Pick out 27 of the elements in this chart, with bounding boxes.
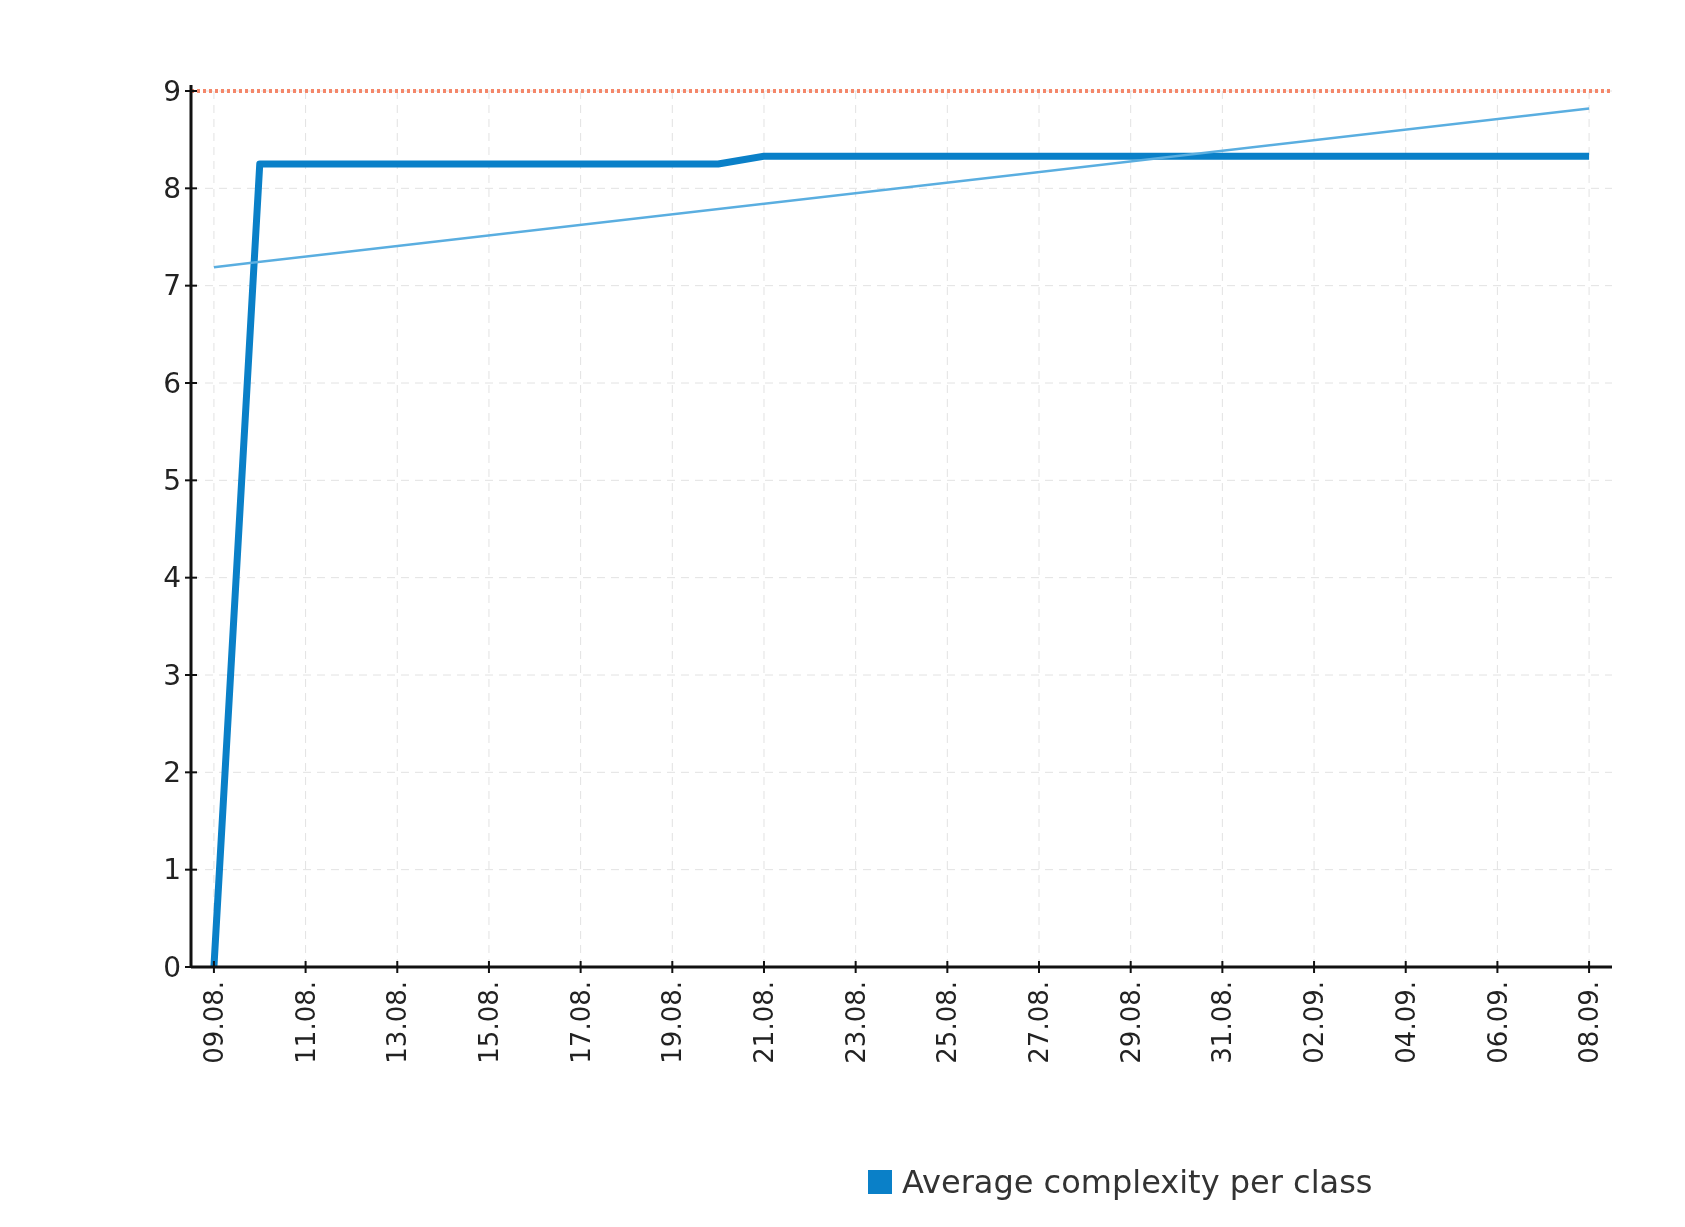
x-tick-label: 15.08. (474, 981, 505, 1064)
y-tick-label: 0 (163, 950, 181, 984)
y-tick-label: 2 (163, 756, 181, 790)
x-tick-label: 19.08. (657, 981, 688, 1064)
x-tick-label: 25.08. (932, 981, 963, 1064)
x-tick-label: 08.09. (1574, 981, 1605, 1064)
x-tick-label: 09.08. (199, 981, 230, 1064)
y-tick-label: 8 (163, 172, 181, 206)
y-tick-label: 3 (163, 658, 181, 692)
x-tick-label: 21.08. (749, 981, 780, 1064)
y-tick-label: 7 (163, 269, 181, 303)
x-tick-label: 04.09. (1390, 981, 1421, 1064)
x-tick-label: 06.09. (1482, 981, 1513, 1064)
x-tick-label: 11.08. (290, 981, 321, 1064)
x-tick-label: 23.08. (840, 981, 871, 1064)
x-tick-label: 27.08. (1024, 981, 1055, 1064)
x-tick-label: 13.08. (382, 981, 413, 1064)
legend-label: Average complexity per class (902, 1163, 1373, 1202)
x-tick-label: 31.08. (1207, 981, 1238, 1064)
y-tick-label: 9 (163, 74, 181, 108)
y-tick-label: 1 (163, 853, 181, 887)
y-tick-label: 5 (163, 464, 181, 498)
y-tick-label: 4 (163, 561, 181, 595)
x-tick-label: 29.08. (1115, 981, 1146, 1064)
x-tick-label: 17.08. (565, 981, 596, 1064)
y-tick-label: 6 (163, 366, 181, 400)
x-tick-label: 02.09. (1299, 981, 1330, 1064)
